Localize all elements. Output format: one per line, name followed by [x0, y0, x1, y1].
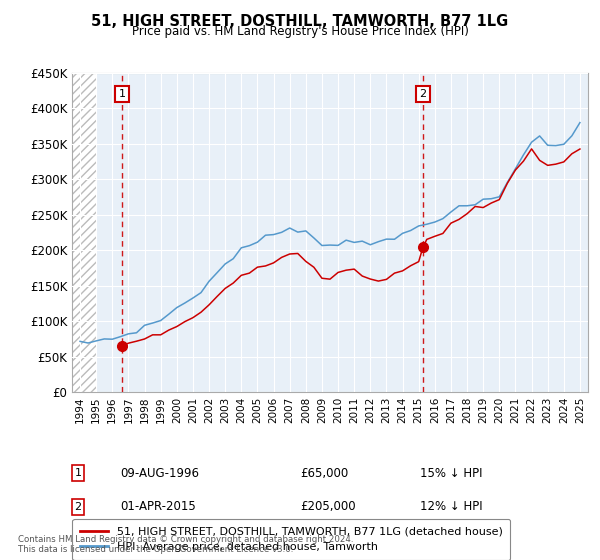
Text: £205,000: £205,000 — [300, 500, 356, 514]
Text: 01-APR-2015: 01-APR-2015 — [120, 500, 196, 514]
Text: 15% ↓ HPI: 15% ↓ HPI — [420, 466, 482, 480]
Text: Contains HM Land Registry data © Crown copyright and database right 2024.
This d: Contains HM Land Registry data © Crown c… — [18, 535, 353, 554]
Text: 09-AUG-1996: 09-AUG-1996 — [120, 466, 199, 480]
Text: 12% ↓ HPI: 12% ↓ HPI — [420, 500, 482, 514]
Text: 1: 1 — [118, 89, 125, 99]
Text: 1: 1 — [74, 468, 82, 478]
Text: 2: 2 — [419, 89, 426, 99]
Text: 2: 2 — [74, 502, 82, 512]
Text: 51, HIGH STREET, DOSTHILL, TAMWORTH, B77 1LG: 51, HIGH STREET, DOSTHILL, TAMWORTH, B77… — [91, 14, 509, 29]
Text: £65,000: £65,000 — [300, 466, 348, 480]
Legend: 51, HIGH STREET, DOSTHILL, TAMWORTH, B77 1LG (detached house), HPI: Average pric: 51, HIGH STREET, DOSTHILL, TAMWORTH, B77… — [73, 519, 511, 560]
Text: Price paid vs. HM Land Registry's House Price Index (HPI): Price paid vs. HM Land Registry's House … — [131, 25, 469, 38]
